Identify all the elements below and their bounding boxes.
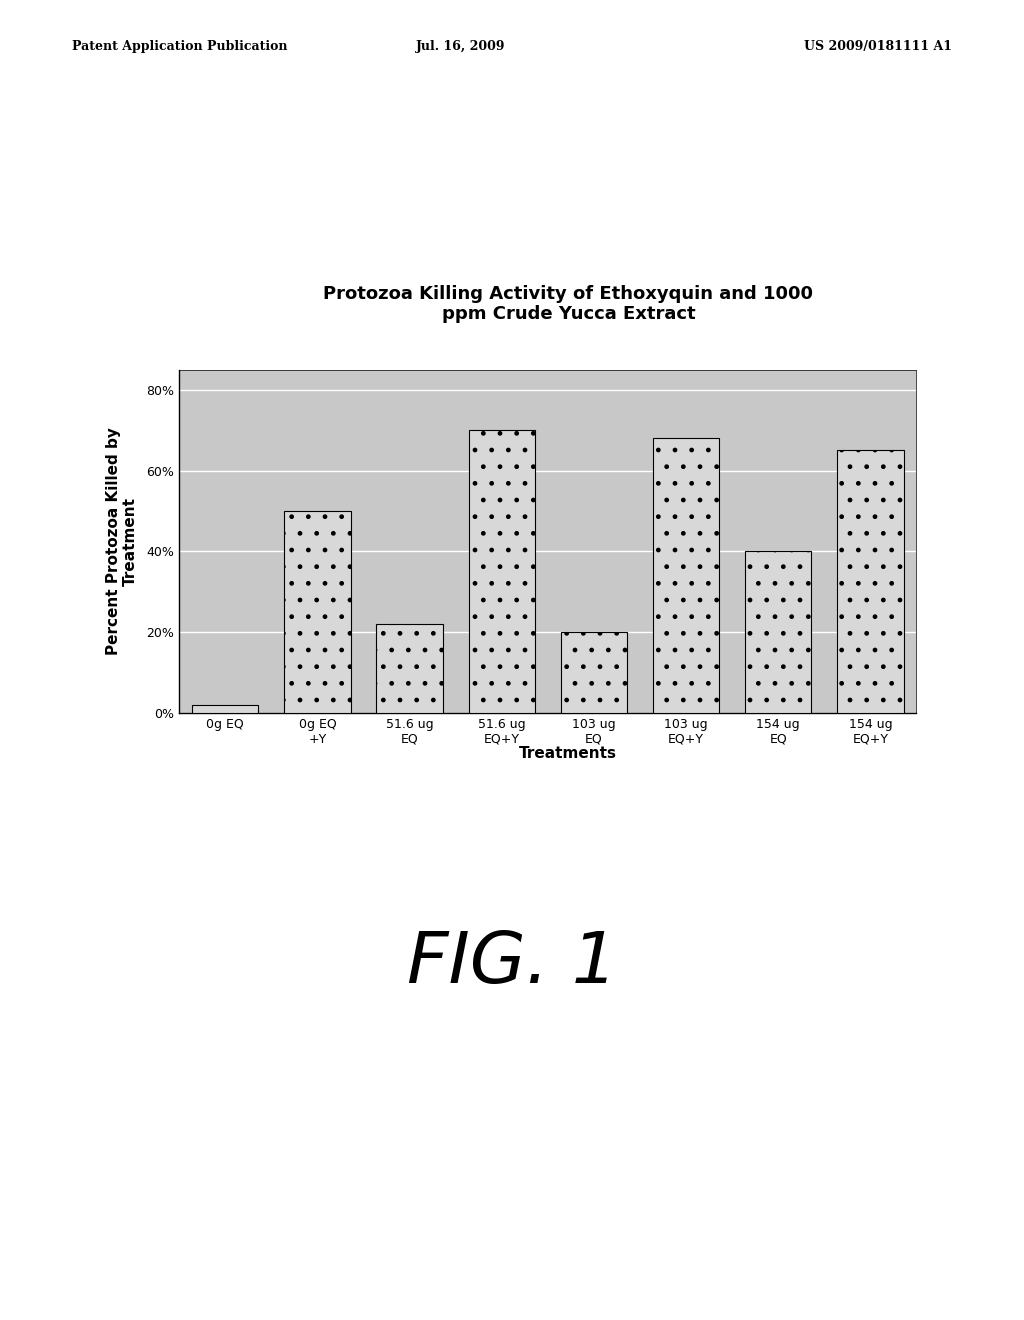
Text: Treatments: Treatments bbox=[519, 746, 617, 760]
Text: US 2009/0181111 A1: US 2009/0181111 A1 bbox=[804, 40, 952, 53]
Bar bbox=[838, 450, 903, 713]
Bar bbox=[469, 430, 535, 713]
Text: Jul. 16, 2009: Jul. 16, 2009 bbox=[416, 40, 506, 53]
Bar bbox=[285, 511, 350, 713]
Text: Protozoa Killing Activity of Ethoxyquin and 1000
ppm Crude Yucca Extract: Protozoa Killing Activity of Ethoxyquin … bbox=[324, 285, 813, 323]
Bar bbox=[377, 624, 442, 713]
Bar bbox=[653, 438, 719, 713]
Bar bbox=[745, 552, 811, 713]
Bar bbox=[561, 632, 627, 713]
Text: Patent Application Publication: Patent Application Publication bbox=[72, 40, 287, 53]
Text: FIG. 1: FIG. 1 bbox=[407, 929, 617, 998]
Bar bbox=[193, 705, 258, 713]
Y-axis label: Percent Protozoa Killed by
Treatment: Percent Protozoa Killed by Treatment bbox=[105, 428, 138, 655]
